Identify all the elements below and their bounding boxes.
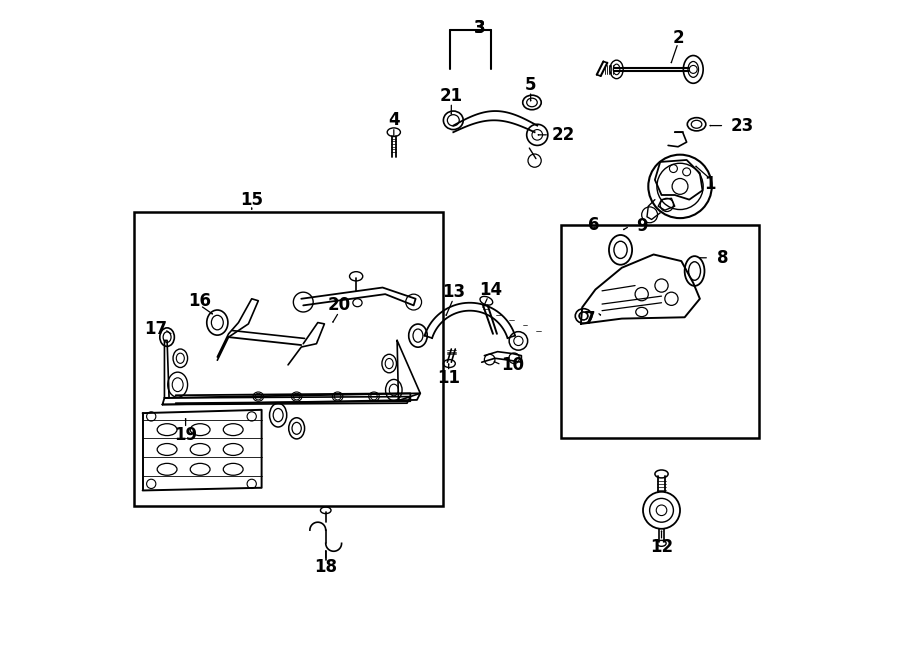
Text: 1: 1 xyxy=(704,175,716,193)
Text: 11: 11 xyxy=(437,369,460,387)
Ellipse shape xyxy=(685,256,705,286)
Text: 3: 3 xyxy=(474,19,486,37)
Ellipse shape xyxy=(609,235,632,264)
Ellipse shape xyxy=(269,403,287,427)
Text: 3: 3 xyxy=(474,19,486,37)
Ellipse shape xyxy=(575,309,592,323)
Text: 12: 12 xyxy=(650,538,673,557)
Ellipse shape xyxy=(207,310,228,335)
Text: 7: 7 xyxy=(584,309,596,328)
Text: 20: 20 xyxy=(328,296,350,315)
Bar xyxy=(561,225,760,438)
Ellipse shape xyxy=(289,418,304,439)
Ellipse shape xyxy=(409,324,428,347)
Text: 22: 22 xyxy=(552,126,575,144)
Text: 6: 6 xyxy=(589,215,599,234)
Text: 17: 17 xyxy=(144,320,167,338)
Ellipse shape xyxy=(385,379,402,401)
Ellipse shape xyxy=(173,349,187,368)
Text: 10: 10 xyxy=(501,356,525,374)
Text: 9: 9 xyxy=(636,217,647,235)
Text: 2: 2 xyxy=(672,29,684,48)
Text: 8: 8 xyxy=(716,249,728,267)
Ellipse shape xyxy=(382,354,397,373)
Text: 14: 14 xyxy=(480,280,502,299)
Text: 5: 5 xyxy=(525,75,536,94)
Text: 18: 18 xyxy=(314,558,338,576)
Text: 21: 21 xyxy=(440,87,463,105)
Text: 23: 23 xyxy=(731,116,754,135)
Bar xyxy=(134,212,444,506)
Text: 16: 16 xyxy=(189,292,212,310)
Text: 19: 19 xyxy=(174,426,197,444)
Text: 4: 4 xyxy=(388,111,400,130)
Ellipse shape xyxy=(160,328,175,346)
Ellipse shape xyxy=(167,372,187,397)
Text: 15: 15 xyxy=(240,190,263,209)
Text: 13: 13 xyxy=(442,283,465,301)
